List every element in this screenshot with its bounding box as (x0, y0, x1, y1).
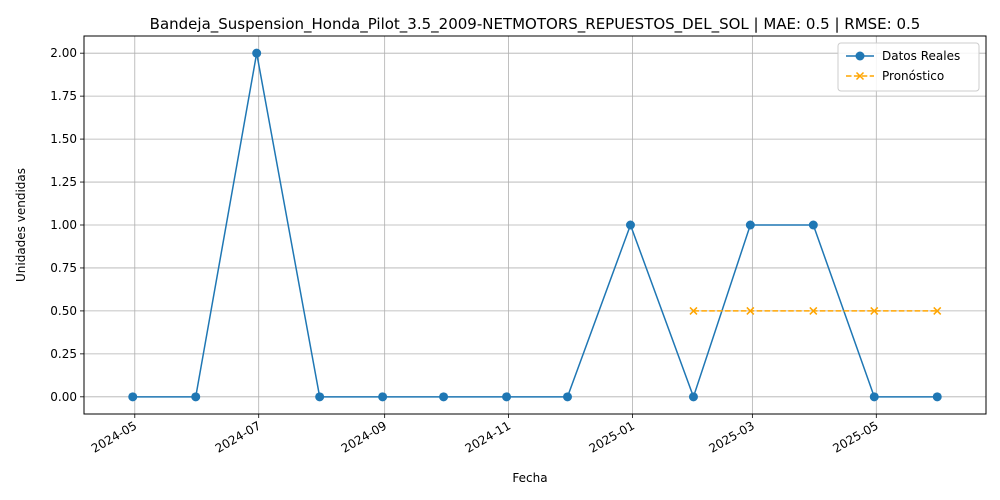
y-tick-label: 1.00 (50, 218, 77, 232)
y-tick-label: 1.50 (50, 132, 77, 146)
y-axis-label: Unidades vendidas (14, 168, 28, 282)
data-point-datos-reales (439, 392, 449, 402)
data-point-datos-reales (315, 392, 325, 402)
data-point-datos-reales (869, 392, 879, 402)
data-point-pronostico (689, 306, 698, 315)
y-tick-label: 1.75 (50, 89, 77, 103)
y-tick-label: 0.00 (50, 390, 77, 404)
data-point-datos-reales (252, 48, 262, 58)
legend-marker-pronostico (855, 71, 865, 81)
data-point-datos-reales (191, 392, 201, 402)
data-point-datos-reales (745, 220, 755, 230)
data-point-datos-reales (625, 220, 635, 230)
series-layer (128, 48, 942, 402)
legend-marker-datos-reales (855, 51, 865, 61)
data-point-pronostico (746, 306, 755, 315)
legend-label-pronostico: Pronóstico (882, 69, 944, 83)
legend-label-datos-reales: Datos Reales (882, 49, 960, 63)
series-line-datos-reales (132, 53, 938, 400)
data-point-pronostico (870, 306, 879, 315)
y-axis: 0.00 0.25 0.50 0.75 1.00 1.25 1.50 1.75 2.00 (50, 46, 84, 404)
x-axis-label: Fecha (512, 471, 547, 485)
data-point-datos-reales (808, 220, 818, 230)
chart-title: Bandeja_Suspension_Honda_Pilot_3.5_2009-… (150, 15, 921, 34)
series-pronostico (689, 306, 942, 315)
y-tick-label: 0.75 (50, 261, 77, 275)
data-point-datos-reales (688, 392, 698, 402)
y-tick-label: 2.00 (50, 46, 77, 60)
data-point-pronostico (933, 306, 942, 315)
data-point-pronostico (809, 306, 818, 315)
data-point-datos-reales (128, 392, 138, 402)
data-point-datos-reales (378, 392, 388, 402)
series-datos-reales (128, 48, 942, 402)
y-tick-label: 1.25 (50, 175, 77, 189)
data-point-datos-reales (932, 392, 942, 402)
legend-box (837, 42, 980, 92)
y-tick-label: 0.50 (50, 304, 77, 318)
y-tick-label: 0.25 (50, 347, 77, 361)
legend: Datos Reales Pronóstico (837, 42, 980, 92)
data-point-datos-reales (502, 392, 512, 402)
data-point-datos-reales (563, 392, 573, 402)
